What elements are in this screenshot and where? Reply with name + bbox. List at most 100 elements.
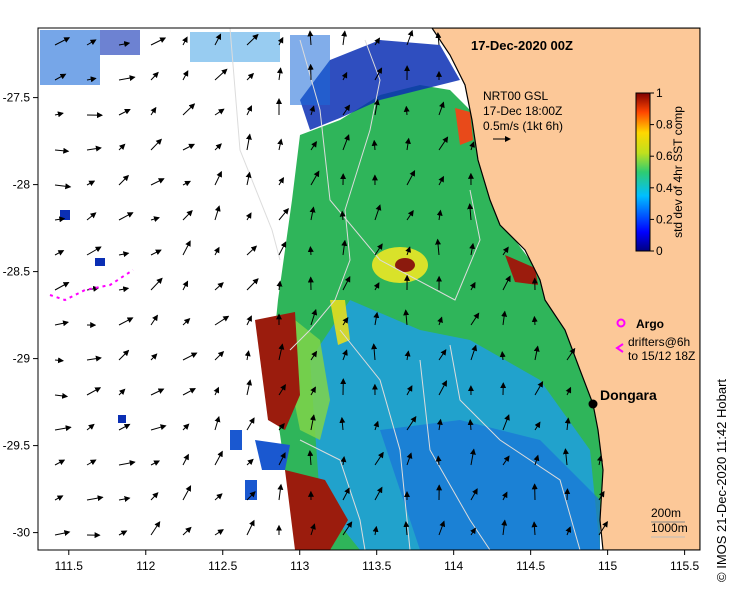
current-vector [342, 276, 351, 291]
y-tick-label: -29.5 [3, 439, 31, 453]
current-vector [214, 68, 228, 81]
current-vector [531, 315, 538, 326]
current-vector [182, 453, 189, 466]
current-vector [467, 203, 474, 221]
place-label-dongara: Dongara [600, 387, 657, 403]
current-vector [150, 37, 167, 46]
current-vector [86, 355, 102, 362]
current-vector [564, 488, 571, 501]
land-mass [431, 28, 700, 550]
legend-model-name: NRT00 GSL [483, 89, 548, 103]
y-tick-label: -28.5 [3, 265, 31, 279]
current-vector [278, 384, 286, 396]
current-vector [182, 209, 193, 221]
current-vector [182, 240, 191, 256]
current-vector [244, 350, 251, 361]
current-vector [118, 251, 130, 258]
current-vector [501, 310, 508, 326]
current-vector [372, 525, 379, 536]
current-vector [502, 275, 511, 291]
current-vector [371, 139, 378, 151]
current-vector [310, 350, 318, 361]
current-vector [469, 448, 476, 466]
current-vector [182, 143, 195, 151]
current-vector [310, 523, 316, 536]
drifter-marker-icon [615, 343, 624, 353]
colorbar-tick-label: 0.4 [656, 181, 673, 195]
x-tick-label: 112 [136, 559, 155, 573]
current-vector [531, 521, 538, 536]
y-tick-label: -29 [13, 352, 31, 366]
bathymetry-legend: 200m 1000m [651, 506, 688, 538]
current-vector [118, 41, 131, 47]
current-vector [373, 311, 380, 326]
current-vector [182, 423, 190, 431]
current-vector [150, 249, 162, 256]
drifter-label-1: drifters@6h [628, 335, 690, 349]
current-vector [310, 308, 318, 326]
current-vector [214, 170, 222, 186]
current-vector [214, 529, 224, 536]
colorbar-label: std dev of 4hr SST comp [671, 106, 685, 238]
current-vector [277, 138, 284, 151]
current-vector [309, 206, 316, 221]
current-vector [86, 180, 96, 187]
current-vector [182, 526, 192, 536]
current-vector [214, 450, 223, 466]
current-vector [182, 36, 188, 46]
current-vector [86, 145, 102, 152]
current-vector [150, 424, 167, 431]
current-vector [470, 344, 478, 361]
current-vector [469, 141, 475, 151]
current-vector [406, 415, 417, 431]
current-vector [470, 527, 476, 536]
current-vector [213, 386, 220, 396]
current-vector [150, 71, 159, 81]
argo-label: Argo [636, 317, 664, 331]
legend-speed-scale: 0.5m/s (1kt 6h) [483, 119, 563, 133]
current-vector [435, 238, 442, 256]
current-vector [278, 241, 287, 256]
current-vector [307, 246, 314, 256]
current-vector [598, 490, 605, 501]
current-vector [182, 485, 192, 501]
current-vector [502, 414, 510, 431]
current-vector [278, 452, 286, 466]
bathy-label-1000m: 1000m [651, 521, 688, 535]
current-vector [54, 250, 65, 256]
current-vector [246, 245, 258, 256]
current-vector [374, 204, 382, 221]
x-tick-label: 115.5 [670, 559, 699, 573]
current-vector [310, 386, 316, 396]
current-vector [342, 316, 349, 326]
current-vector [342, 487, 350, 501]
current-vector [150, 138, 162, 151]
current-vector [406, 170, 416, 186]
current-vector [342, 134, 350, 151]
current-vector [246, 458, 254, 466]
colorbar-tick-label: 0.6 [656, 149, 673, 163]
colorbar: 0 0.2 0.4 0.6 0.8 1 std dev of 4hr SST comp [635, 86, 685, 258]
current-vector [467, 419, 474, 431]
current-vector [182, 352, 198, 361]
current-vector [278, 343, 285, 361]
bathy-label-200m: 200m [651, 506, 681, 520]
current-vector [150, 521, 161, 536]
current-vector [438, 101, 445, 116]
current-vector [339, 210, 346, 221]
current-vector [438, 520, 446, 536]
current-vector [565, 386, 572, 396]
drifter-label-2: to 15/12 18Z [628, 349, 695, 363]
legend-timestamp: 17-Dec 18:00Z [483, 104, 562, 118]
y-axis: -27.5 -28 -28.5 -29 -29.5 -30 [3, 91, 38, 540]
current-vector [246, 33, 259, 46]
current-vector [246, 315, 252, 326]
current-vector [245, 133, 252, 151]
current-vector [533, 454, 540, 466]
current-vector [54, 495, 64, 501]
current-vector [340, 456, 347, 466]
current-vector [54, 459, 66, 466]
current-vector [86, 495, 104, 502]
current-vector [405, 246, 411, 256]
current-vector [118, 460, 136, 466]
